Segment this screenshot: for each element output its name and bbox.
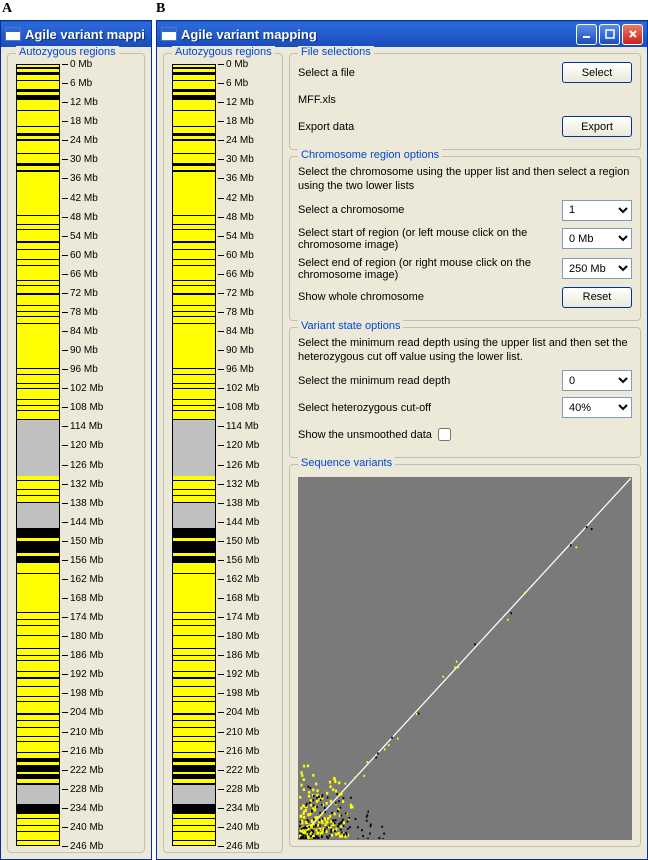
chromosome-ideogram-b[interactable] [172,64,216,846]
variant-state-title: Variant state options [298,320,403,332]
chrom-region-title: Chromosome region options [298,149,442,161]
het-cutoff-label: Select heterozygous cut-off [298,402,562,414]
window-b: Agile variant mapping Autozygous regions… [156,20,648,860]
panel-label-a: A [2,1,12,17]
seq-variants-group: Sequence variants [289,464,641,847]
autozygous-group-b: Autozygous regions 0 Mb6 Mb12 Mb18 Mb24 … [163,53,283,853]
select-file-button[interactable]: Select [562,62,632,83]
chrom-region-group: Chromosome region options Select the chr… [289,156,641,321]
reset-button[interactable]: Reset [562,287,632,308]
het-cutoff-dropdown[interactable]: 40% [562,397,632,418]
chromosome-ticks-b: 0 Mb6 Mb12 Mb18 Mb24 Mb30 Mb36 Mb42 Mb48… [218,64,274,846]
autozygous-title-b: Autozygous regions [172,46,275,58]
min-depth-dropdown[interactable]: 0 [562,370,632,391]
file-selections-group: File selections Select a file Select MFF… [289,53,641,150]
chrom-region-intro: Select the chromosome using the upper li… [298,165,632,194]
min-depth-label: Select the minimum read depth [298,375,562,387]
close-button[interactable] [622,24,643,45]
variant-state-group: Variant state options Select the minimum… [289,327,641,459]
variant-state-intro: Select the minimum read depth using the … [298,336,632,365]
unsmoothed-label: Show the unsmoothed data [298,429,432,441]
window-a: Agile variant mappi Autozygous regions 0… [0,20,152,860]
selected-filename: MFF.xls [298,94,336,106]
seq-variants-title: Sequence variants [298,457,395,469]
export-button[interactable]: Export [562,116,632,137]
region-end-dropdown[interactable]: 250 Mb [562,258,632,279]
show-whole-label: Show whole chromosome [298,291,562,303]
region-end-label: Select end of region (or right mouse cli… [298,257,562,281]
autozygous-title: Autozygous regions [16,46,119,58]
maximize-button[interactable] [599,24,620,45]
region-start-dropdown[interactable]: 0 Mb [562,228,632,249]
unsmoothed-checkbox[interactable] [438,428,451,441]
select-file-label: Select a file [298,67,562,79]
export-data-label: Export data [298,121,562,133]
chromosome-ideogram-a[interactable] [16,64,60,846]
select-chrom-label: Select a chromosome [298,204,562,216]
app-icon [5,27,21,41]
window-title-b: Agile variant mapping [181,27,576,42]
select-chrom-dropdown[interactable]: 1 [562,200,632,221]
app-icon [161,27,177,41]
autozygous-group-a: Autozygous regions 0 Mb6 Mb12 Mb18 Mb24 … [7,53,145,853]
file-selections-title: File selections [298,46,374,58]
panel-label-b: B [156,1,165,17]
titlebar-a: Agile variant mappi [1,21,151,47]
titlebar-b: Agile variant mapping [157,21,647,47]
chromosome-ticks-a: 0 Mb6 Mb12 Mb18 Mb24 Mb30 Mb36 Mb42 Mb48… [62,64,136,846]
seq-variants-plot[interactable] [298,477,632,840]
minimize-button[interactable] [576,24,597,45]
window-title-a: Agile variant mappi [25,27,147,42]
region-start-label: Select start of region (or left mouse cl… [298,227,562,251]
